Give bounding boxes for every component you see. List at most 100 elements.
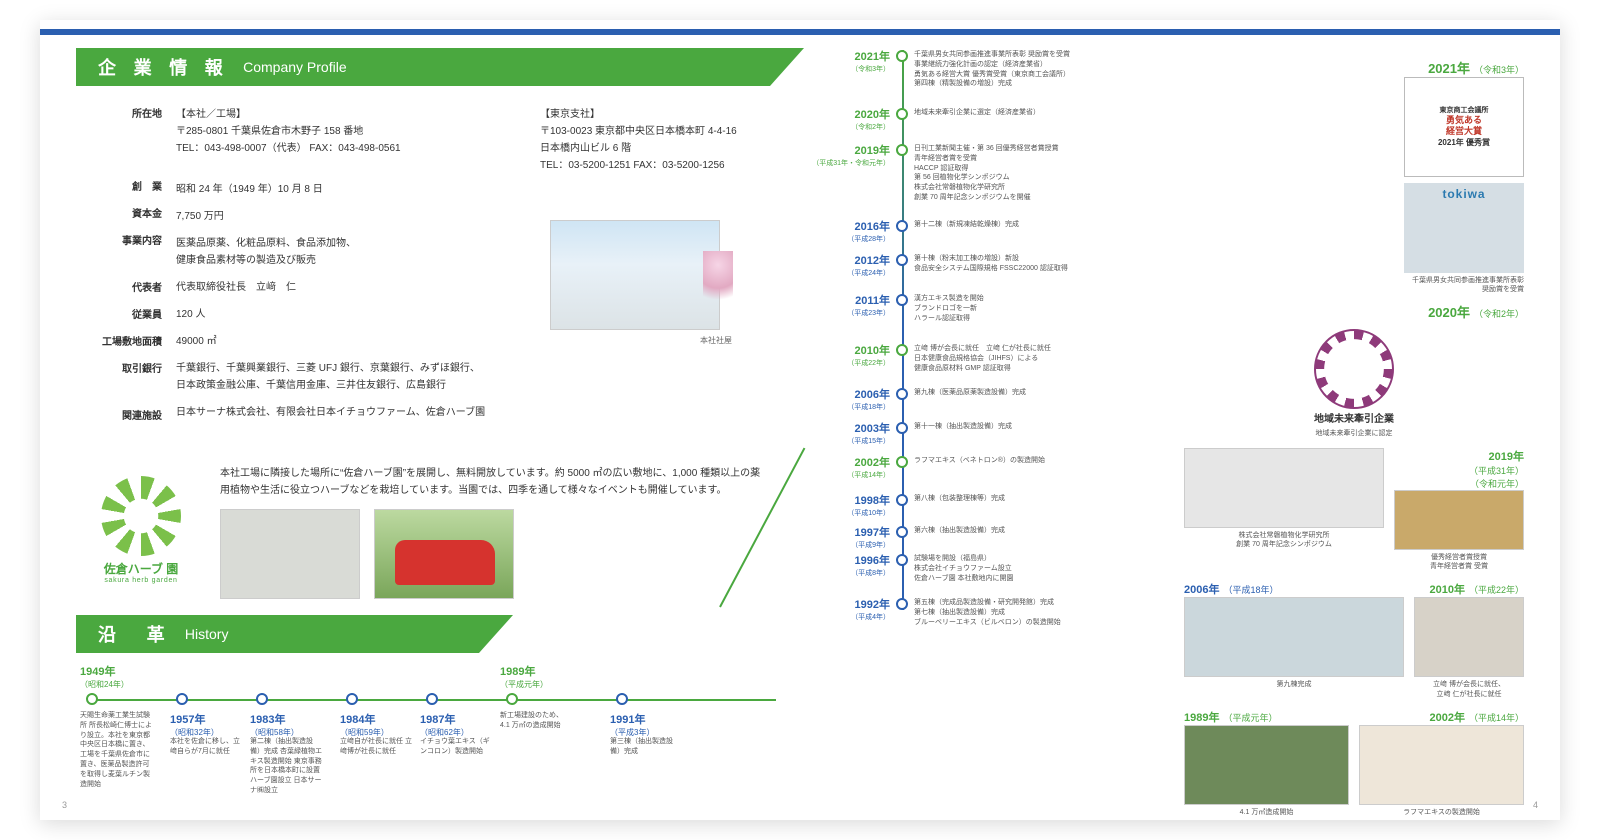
- h-year: 1984年（昭和59年）: [340, 711, 389, 738]
- left-page: 企 業 情 報 Company Profile 所在地 創 業 資本金 事業内容…: [40, 20, 800, 820]
- hq-title: 【本社／工場】: [176, 109, 246, 120]
- val-rep: 代表取締役社長 立﨑 仁: [176, 279, 540, 296]
- page-spread: 企 業 情 報 Company Profile 所在地 創 業 資本金 事業内容…: [40, 20, 1560, 820]
- g-2010-photo: [1414, 597, 1524, 677]
- v-year: 2012年（平成24年）: [812, 252, 890, 278]
- val-site: 49000 ㎡: [176, 333, 540, 350]
- label-founded: 創 業: [76, 179, 162, 196]
- label-banks: 取引銀行: [76, 361, 162, 378]
- g-1989-title: 1989年（平成元年）: [1184, 709, 1349, 725]
- val-related: 日本サーナ株式会社、有限会社日本イチョウファーム、佐倉ハーブ園: [176, 404, 540, 421]
- g-2002-cap: ラフマエキスの製造開始: [1359, 808, 1524, 817]
- g-2019-photo-r: [1394, 490, 1524, 550]
- v-desc: 第五棟（完成品製造設備・研究開発館）完成 第七棟（抽出製造設備）完成 ブルーベリ…: [914, 598, 1134, 627]
- label-site: 工場敷地面積: [76, 334, 162, 351]
- v-desc: 第九棟（医薬品原薬製造設備）完成: [914, 388, 1134, 398]
- tokyo-title: 【東京支社】: [540, 109, 600, 120]
- horizontal-timeline: 1949年（昭和24年）天賜生命薬工業生試験所 所長松崎仁博士により設立。本社を…: [76, 677, 736, 820]
- label-business: 事業内容: [76, 233, 162, 250]
- v-node: [896, 344, 908, 356]
- val-founded: 昭和 24 年（1949 年）10 月 8 日: [176, 181, 540, 198]
- g-1989-photo: [1184, 725, 1349, 805]
- history-title-en: History: [185, 626, 229, 642]
- g-1989-cap: 4.1 万㎡造成開始: [1184, 808, 1349, 817]
- label-related: 関連施設: [76, 408, 162, 425]
- v-desc: 立﨑 博が会長に就任 立﨑 仁が社長に就任 日本健康食品規格協会（JIHFS）に…: [914, 344, 1134, 373]
- v-desc: 千葉県男女共同参画推進事業所表彰 奨励賞を受賞 事業継続力強化計画の認定（経済産…: [914, 50, 1134, 89]
- label-capital: 資本金: [76, 206, 162, 223]
- v-node: [896, 554, 908, 566]
- label-employees: 従業員: [76, 307, 162, 324]
- g-2002-title: 2002年（平成14年）: [1359, 709, 1524, 725]
- garden-logo-text: 佐倉ハーブ 園: [104, 560, 179, 577]
- vertical-timeline: 2021年（令和3年） 千葉県男女共同参画推進事業所表彰 奨励賞を受賞 事業継続力…: [810, 50, 1170, 780]
- h-year: 1957年（昭和32年）: [170, 711, 219, 738]
- v-desc: 第八棟（包装整理棟等）完成: [914, 494, 1134, 504]
- tokyo-addr: 〒103-0023 東京都中央区日本橋本町 4-4-16: [540, 126, 737, 137]
- g-2010-title: 2010年（平成22年）: [1414, 581, 1524, 597]
- hq-photo: [550, 220, 720, 330]
- v-year: 1992年（平成4年）: [812, 596, 890, 622]
- v-year: 2003年（平成15年）: [812, 420, 890, 446]
- v-desc: ラフマエキス（ベネトロン®）の製造開始: [914, 456, 1134, 466]
- garden-logo-mark: [101, 476, 181, 556]
- tokyo-tel: TEL：03-5200-1251 FAX：03-5200-1256: [540, 160, 725, 171]
- g-2019-title: 2019年（平成31年） （令和元年）: [1394, 448, 1524, 490]
- val-employees: 120 人: [176, 306, 540, 323]
- v-node: [896, 388, 908, 400]
- g-2021-cap: 千葉県男女共同参画推進事業所表彰 奨励賞を受賞: [1184, 276, 1524, 294]
- v-node: [896, 50, 908, 62]
- h-node: [616, 693, 628, 705]
- v-desc: 試験場を開設（福島県） 株式会社イチョウファーム設立 佐倉ハーブ園 本社敷地内に…: [914, 554, 1134, 583]
- profile-right: 【東京支社】 〒103-0023 東京都中央区日本橋本町 4-4-16 日本橋内…: [540, 106, 770, 435]
- right-page: 2021年（令和3年） 千葉県男女共同参画推進事業所表彰 奨励賞を受賞 事業継続力…: [800, 20, 1560, 820]
- g-2006-2010-row: 2006年（平成18年） 第九棟完成 2010年（平成22年） 立﨑 博が会長に…: [1184, 581, 1524, 698]
- garden-logo: 佐倉ハーブ 園 sakura herb garden: [76, 465, 206, 595]
- tokiwa-photo: [1404, 183, 1524, 273]
- v-desc: 第十二棟（新規凍結乾燥棟）完成: [914, 220, 1134, 230]
- v-node: [896, 108, 908, 120]
- v-desc: 漢方エキス製造を開始 ブランドロゴを一新 ハラール認証取得: [914, 294, 1134, 323]
- v-year: 2021年（令和3年）: [812, 48, 890, 74]
- profile-values: 【本社／工場】 〒285-0801 千葉県佐倉市木野子 158 番地 TEL：0…: [162, 106, 540, 435]
- h-desc: 天賜生命薬工業生試験所 所長松崎仁博士により設立。本社を東京都中央区日本橋に置き…: [80, 711, 152, 789]
- hq-addr: 〒285-0801 千葉県佐倉市木野子 158 番地: [176, 126, 363, 137]
- garden-logo-sub: sakura herb garden: [104, 577, 177, 584]
- gallery: 2021年（令和3年） 東京商工会議所 勇気ある 経営大賞 2021年 優秀賞 …: [1184, 58, 1524, 820]
- v-desc: 地域未来牽引企業に選定（経済産業省）: [914, 108, 1134, 118]
- h-year: 1987年（昭和62年）: [420, 711, 469, 738]
- v-node: [896, 598, 908, 610]
- v-year: 2011年（平成23年）: [812, 292, 890, 318]
- h-desc: 新工場建設のため、4.1 万㎡の造成開始: [500, 711, 572, 731]
- history-banner: 沿 革 History: [76, 615, 479, 653]
- v-year: 1998年（平成10年）: [812, 492, 890, 518]
- hq-photo-caption: 本社社屋: [700, 334, 770, 348]
- profile-table: 所在地 創 業 資本金 事業内容 代表者 従業員 工場敷地面積 取引銀行 関連施…: [76, 106, 770, 435]
- garden-row: 佐倉ハーブ 園 sakura herb garden 本社工場に隣接した場所に“…: [76, 465, 770, 599]
- page-number-right: 4: [1533, 800, 1538, 810]
- h-desc: 第二棟（抽出製造設備）完成 杏葉緑植物エキス製造開始 東京事務所を日本橋本町に設…: [250, 737, 322, 796]
- h-node: [346, 693, 358, 705]
- v-year: 2006年（平成18年）: [812, 386, 890, 412]
- h-node: [86, 693, 98, 705]
- v-node: [896, 422, 908, 434]
- award-box: 東京商工会議所 勇気ある 経営大賞 2021年 優秀賞: [1404, 77, 1524, 177]
- garden-photos: [220, 509, 770, 599]
- v-year: 2019年（平成31年・令和元年）: [812, 142, 890, 168]
- v-node: [896, 294, 908, 306]
- history-title-jp: 沿 革: [98, 621, 171, 647]
- v-desc: 第十一棟（抽出製造設備）完成: [914, 422, 1134, 432]
- v-node: [896, 494, 908, 506]
- h-year: 1983年（昭和58年）: [250, 711, 299, 738]
- g-2010-cap: 立﨑 博が会長に就任、 立﨑 仁が社長に就任: [1414, 680, 1524, 698]
- profile-labels: 所在地 創 業 資本金 事業内容 代表者 従業員 工場敷地面積 取引銀行 関連施…: [76, 106, 162, 435]
- h-desc: イチョウ葉エキス（ギンコロン）製造開始: [420, 737, 492, 757]
- g-2020-label: 地域未来牽引企業: [1184, 413, 1524, 426]
- g-2019-row: 株式会社常磐植物化学研究所 創業 70 周年記念シンポジウム 2019年（平成3…: [1184, 448, 1524, 571]
- g-2006-cap: 第九棟完成: [1184, 680, 1404, 689]
- v-node: [896, 254, 908, 266]
- h-year: 1989年（平成元年）: [500, 663, 548, 690]
- g-2019-cap-l: 株式会社常磐植物化学研究所 創業 70 周年記念シンポジウム: [1184, 531, 1384, 549]
- g-2019-photo-l: [1184, 448, 1384, 528]
- val-capital: 7,750 万円: [176, 208, 540, 225]
